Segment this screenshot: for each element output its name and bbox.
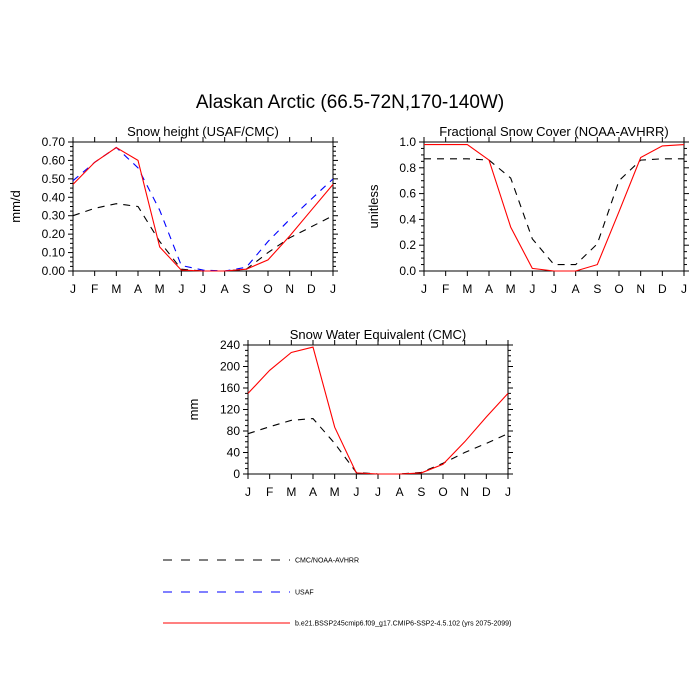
chart-1-x-tick-label: M — [111, 282, 121, 296]
chart-3: Snow Water Equivalent (CMC) mm 0 40 80 120 160… — [186, 327, 513, 499]
chart-3-x-tick-label: J — [505, 485, 511, 499]
chart-3-x-tick-label: F — [266, 485, 273, 499]
chart-3-series-2-line — [247, 346, 509, 475]
chart-3-x-tick-label: J — [353, 485, 359, 499]
chart-2-x-tick-label: A — [485, 282, 493, 296]
chart-3-y-tick-label: 120 — [220, 403, 240, 417]
chart-2-title: Fractional Snow Cover (NOAA-AVHRR) — [439, 124, 668, 139]
chart-1-series-1-line — [72, 203, 334, 272]
chart-2-x-tick-label: D — [658, 282, 667, 296]
legend-label-2: USAF — [295, 590, 314, 597]
chart-3-title: Snow Water Equivalent (CMC) — [290, 327, 467, 342]
chart-1-x-tick-label: N — [285, 282, 294, 296]
chart-3-frame — [247, 344, 509, 475]
chart-2-x-tick-label: J — [551, 282, 557, 296]
chart-3-x-tick-label: M — [330, 485, 340, 499]
chart-1-y-tick-label: 0.70 — [42, 135, 66, 149]
chart-1-series-3-line — [72, 146, 334, 272]
chart-2-x-tick-label: M — [506, 282, 516, 296]
legend-label-1: CMC/NOAA-AVHRR — [295, 558, 359, 565]
chart-2-series-2-line — [424, 144, 685, 272]
chart-2-y-tick-label: 0.8 — [399, 161, 416, 175]
chart-2-frame — [423, 141, 685, 272]
chart-3-x-tick-label: N — [460, 485, 469, 499]
chart-1-x-tick-label: J — [200, 282, 206, 296]
chart-1-y-tick-label: 0.20 — [42, 227, 66, 241]
chart-3-y-tick-label: 160 — [220, 381, 240, 395]
chart-3-y-tick-label: 200 — [220, 360, 240, 374]
chart-1-x-tick-label: J — [178, 282, 184, 296]
chart-2-y-tick-label: 0.2 — [399, 238, 416, 252]
chart-2-x-tick-label: S — [593, 282, 601, 296]
chart-1-x-tick-label: J — [330, 282, 336, 296]
chart-2: Fractional Snow Cover (NOAA-AVHRR) unitle… — [366, 124, 689, 296]
chart-2-x-tick-label: A — [572, 282, 580, 296]
chart-3-y-axis-label: mm — [186, 399, 201, 421]
chart-3-y-tick-label: 240 — [220, 338, 240, 352]
chart-1-x-tick-label: F — [91, 282, 98, 296]
chart-1-y-tick-label: 0.60 — [42, 153, 66, 167]
chart-1-x-tick-label: J — [70, 282, 76, 296]
chart-panels: Snow height (USAF/CMC)mm/d0.000.100.200.… — [8, 124, 689, 499]
chart-2-x-tick-label: O — [614, 282, 623, 296]
chart-3-x-tick-label: A — [396, 485, 404, 499]
chart-1: Snow height (USAF/CMC) mm/d 0.00 0.10 0.20 0.… — [8, 124, 338, 296]
chart-3-x-tick-label: M — [286, 485, 296, 499]
chart-2-x-tick-label: J — [421, 282, 427, 296]
chart-1-x-tick-label: O — [263, 282, 272, 296]
chart-3-x-tick-label: J — [375, 485, 381, 499]
chart-3-x-tick-label: O — [438, 485, 447, 499]
legend: CMC/NOAA-AVHRR USAF b.e21.BSSP245cmip6.f09… — [163, 558, 511, 628]
chart-1-x-tick-label: S — [242, 282, 250, 296]
chart-3-y-tick-label: 0 — [233, 467, 240, 481]
chart-1-y-axis-label: mm/d — [8, 190, 23, 223]
chart-2-x-tick-label: J — [529, 282, 535, 296]
chart-1-y-tick-label: 0.50 — [42, 172, 66, 186]
chart-1-x-tick-label: M — [155, 282, 165, 296]
chart-2-y-axis-label: unitless — [366, 184, 381, 229]
chart-2-y-tick-label: 0.6 — [399, 187, 416, 201]
chart-1-y-tick-label: 0.10 — [42, 246, 66, 260]
chart-1-y-tick-label: 0.00 — [42, 264, 66, 278]
chart-3-y-tick-label: 40 — [227, 446, 241, 460]
chart-3-x-tick-label: D — [482, 485, 491, 499]
chart-3-x-tick-label: J — [245, 485, 251, 499]
chart-2-x-tick-label: N — [636, 282, 645, 296]
chart-3-y-tick-label: 80 — [227, 424, 241, 438]
chart-3-x-tick-label: A — [309, 485, 317, 499]
chart-2-y-tick-label: 1.0 — [399, 135, 416, 149]
chart-2-x-tick-label: J — [681, 282, 687, 296]
chart-2-x-tick-label: M — [462, 282, 472, 296]
chart-1-y-tick-label: 0.40 — [42, 190, 66, 204]
chart-1-x-tick-label: A — [134, 282, 142, 296]
chart-2-y-tick-label: 0.0 — [399, 264, 416, 278]
legend-label-3: b.e21.BSSP245cmip6.f09_g17.CMIP6-SSP2-4.… — [295, 621, 511, 628]
chart-2-x-tick-label: F — [442, 282, 449, 296]
chart-1-title: Snow height (USAF/CMC) — [127, 124, 279, 139]
chart-3-x-tick-label: S — [417, 485, 425, 499]
chart-2-series-1-line — [424, 158, 684, 266]
chart-1-frame — [72, 141, 334, 272]
chart-1-y-tick-label: 0.30 — [42, 209, 66, 223]
chart-1-x-tick-label: A — [221, 282, 229, 296]
figure-title: Alaskan Arctic (66.5-72N,170-140W) — [196, 92, 504, 113]
chart-3-series-1-line — [247, 418, 509, 475]
chart-1-series-2-line — [72, 146, 334, 272]
chart-1-x-tick-label: D — [307, 282, 316, 296]
chart-2-y-tick-label: 0.4 — [399, 212, 416, 226]
